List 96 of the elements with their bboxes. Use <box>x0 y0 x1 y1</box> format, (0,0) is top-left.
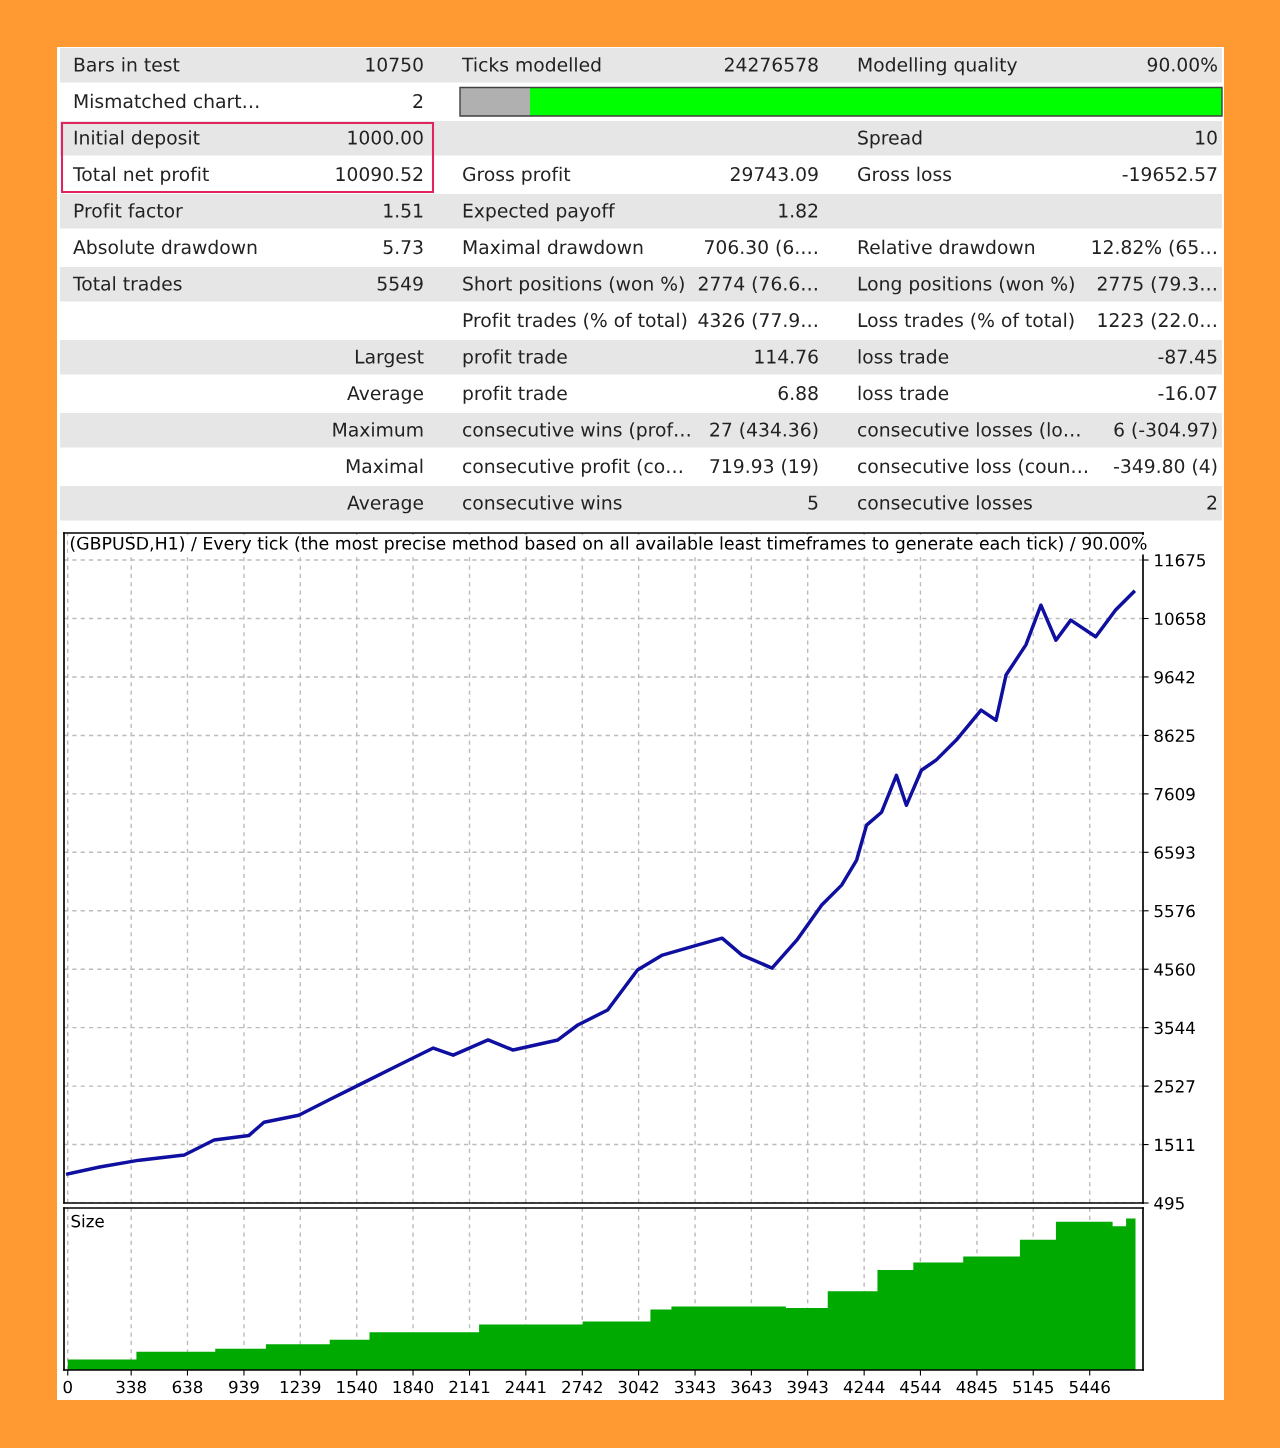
x-tick-label: 939 <box>229 1380 259 1394</box>
text: 1223 (22.0… <box>1098 312 1216 330</box>
text: Profit trades (% of total) <box>463 312 687 330</box>
text: 1.51 <box>384 203 423 218</box>
chart-title: (GBPUSD,H1) / Every tick (the most precise method based on all available least timeframes to generate each tick) / 90.00% <box>70 536 1147 554</box>
text: Maximal <box>346 458 423 474</box>
text: Relative drawdown <box>858 239 1035 255</box>
text: 90.00% <box>1147 57 1217 72</box>
x-tick-label: 4544 <box>900 1380 941 1394</box>
y-tick-label: 8625 <box>1154 729 1195 743</box>
text: 5 <box>808 495 818 510</box>
text: consecutive profit (co… <box>463 458 682 477</box>
text: 2774 (76.6… <box>698 276 817 293</box>
x-tick-label: 638 <box>172 1380 203 1394</box>
text: consecutive wins <box>463 495 622 510</box>
x-tick-label: 5446 <box>1069 1380 1110 1394</box>
text: 114.76 <box>755 349 818 364</box>
text: 10 <box>1196 130 1217 145</box>
text: -19652.57 <box>1122 167 1217 182</box>
text: consecutive losses <box>858 495 1032 510</box>
text: 24276578 <box>724 57 818 72</box>
text: Initial deposit <box>74 130 200 149</box>
x-tick-label: 3343 <box>675 1380 715 1394</box>
x-tick-label: 5145 <box>1013 1380 1053 1394</box>
x-tick-label: 3943 <box>787 1380 828 1394</box>
text: 1.82 <box>779 203 818 218</box>
text: Short positions (won %) <box>463 276 684 295</box>
y-tick-label: 6593 <box>1154 846 1195 859</box>
y-tick-label: 495 <box>1154 1196 1184 1210</box>
text: consecutive losses (lo… <box>858 422 1080 439</box>
text: Loss trades (% of total) <box>858 312 1074 330</box>
text: 6 (-304.97) <box>1114 422 1217 439</box>
text: 10090.52 <box>336 167 423 182</box>
text: consecutive loss (coun… <box>858 458 1087 476</box>
text: Maximal drawdown <box>463 239 643 255</box>
x-tick-label: 4845 <box>956 1380 997 1394</box>
text: 12.82% (65… <box>1092 239 1216 257</box>
text: 6.88 <box>778 386 818 401</box>
text: Maximum <box>333 422 423 437</box>
text: Total net profit <box>72 166 209 185</box>
x-tick-label: 1239 <box>280 1380 321 1394</box>
text: profit trade <box>463 385 567 404</box>
y-tick-label: 7609 <box>1154 787 1195 801</box>
text: loss trade <box>858 385 949 401</box>
text: 719.93 (19) <box>710 458 818 476</box>
x-tick-label: 1540 <box>337 1380 377 1394</box>
x-tick-label: 4244 <box>843 1380 885 1394</box>
x-tick-label: 2141 <box>449 1380 490 1394</box>
text: 5.73 <box>383 240 423 255</box>
text: Long positions (won %) <box>858 276 1074 295</box>
text: -16.07 <box>1158 386 1217 401</box>
x-tick-label: 3643 <box>731 1380 772 1394</box>
text: Expected payoff <box>463 203 615 222</box>
text: Absolute drawdown <box>73 239 257 255</box>
text: Total trades <box>72 276 182 291</box>
x-tick-label: 338 <box>116 1380 146 1394</box>
text: Gross profit <box>463 166 571 185</box>
y-tick-label: 2527 <box>1154 1080 1195 1093</box>
text: 2775 (79.3… <box>1097 276 1216 293</box>
text: Mismatched chart… <box>74 93 259 109</box>
y-tick-label: 11675 <box>1155 553 1205 567</box>
y-tick-label: 1511 <box>1155 1138 1195 1152</box>
x-tick-label: 2441 <box>505 1380 546 1394</box>
text: 5549 <box>377 276 423 291</box>
x-tick-label: 1840 <box>393 1380 434 1394</box>
text: loss trade <box>858 349 949 364</box>
text: 4326 (77.9… <box>698 312 817 330</box>
text: -349.80 (4) <box>1114 458 1217 476</box>
text: Modelling quality <box>858 57 1018 76</box>
text: Bars in test <box>74 57 180 72</box>
text: Gross loss <box>858 166 952 182</box>
x-tick-label: 2742 <box>562 1380 602 1394</box>
x-tick-label: 0 <box>63 1380 72 1394</box>
text: Ticks modelled <box>461 57 601 72</box>
text: consecutive wins (prof… <box>463 422 690 441</box>
y-tick-label: 9642 <box>1154 670 1195 684</box>
y-tick-label: 5576 <box>1154 904 1195 918</box>
text: Profit factor <box>74 203 183 218</box>
x-tick-label: 3042 <box>618 1380 659 1394</box>
text: -87.45 <box>1158 349 1217 364</box>
text: Spread <box>858 130 922 149</box>
text: Largest <box>355 349 424 368</box>
text: 10750 <box>366 57 423 72</box>
y-tick-label: 10658 <box>1155 612 1206 626</box>
text: 29743.09 <box>730 167 818 182</box>
text: 706.30 (6.… <box>705 239 817 257</box>
text: profit trade <box>463 349 567 368</box>
text: 27 (434.36) <box>710 422 818 439</box>
y-tick-label: 4560 <box>1154 963 1195 976</box>
text: 2 <box>413 94 423 108</box>
y-tick-label: 3544 <box>1154 1021 1195 1035</box>
text: 1000.00 <box>348 130 423 145</box>
text: Average <box>347 495 423 514</box>
text: 2 <box>1207 495 1217 510</box>
annotation: Size <box>71 1214 104 1228</box>
text: Average <box>347 386 423 404</box>
